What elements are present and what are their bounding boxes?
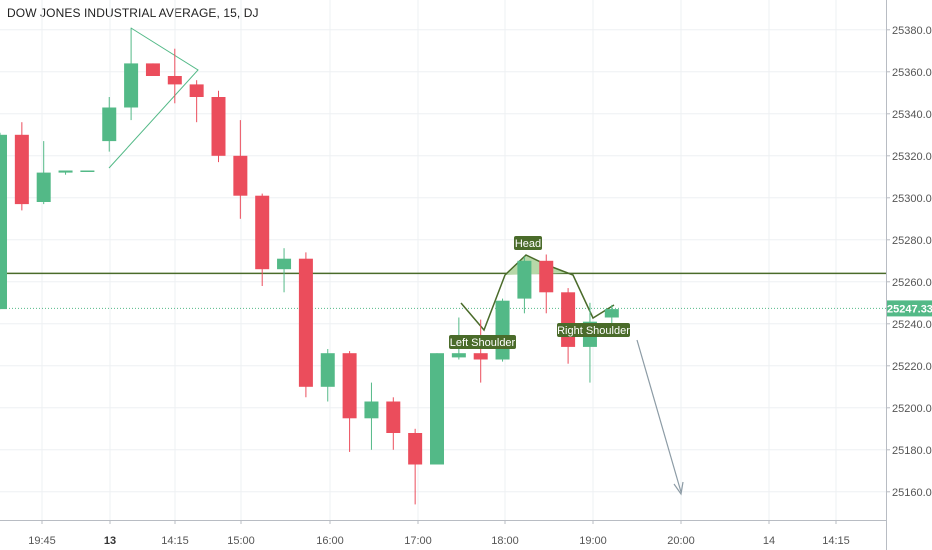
price-tick-label: 25260.00 [892,277,932,289]
candle-body[interactable] [430,353,444,465]
last-price-tag [887,300,932,317]
projection-arrow [636,339,682,493]
price-tick-label: 25180.00 [892,445,932,457]
price-tick-label: 25360.00 [892,67,932,79]
candle-body[interactable] [277,258,292,270]
candle-body[interactable] [145,63,160,76]
annotation-label: Left Shoulder [450,337,516,349]
projection-arrowhead [673,481,684,496]
time-tick-label: 20:00 [667,535,695,547]
candle-body[interactable] [451,353,466,358]
triangle-drawing [108,27,199,169]
candle-body[interactable] [102,107,117,142]
time-tick-label: 14:15 [822,535,850,547]
time-tick-label: 18:00 [491,535,519,547]
annotation-label-box[interactable] [449,335,516,349]
candle-body[interactable] [14,134,29,205]
candle-body[interactable] [342,353,357,419]
price-tick-label: 25220.00 [892,361,932,373]
annotation-label-box[interactable] [514,236,542,250]
candle-body[interactable] [539,260,554,293]
price-tick-label: 25200.00 [892,403,932,415]
candle-body[interactable] [408,433,423,465]
candle-body[interactable] [517,260,532,299]
candle-body[interactable] [473,353,488,360]
time-tick-label: 14 [763,535,775,547]
time-tick-label: 19:45 [28,535,56,547]
candle-body[interactable] [58,170,73,173]
candle-body[interactable] [0,134,7,310]
chart-title: DOW JONES INDUSTRIAL AVERAGE, 15, DJ [7,6,259,20]
candle-body[interactable] [80,170,95,173]
time-tick-label: 14:15 [161,535,189,547]
candle-body[interactable] [298,258,313,387]
time-tick-label: 13 [104,535,116,547]
annotation-label: Head [515,238,541,250]
candle-body[interactable] [386,401,401,434]
candle-body[interactable] [211,97,226,156]
price-tick-label: 25300.00 [892,193,932,205]
price-tick-label: 25280.00 [892,235,932,247]
candle-body[interactable] [233,155,248,196]
price-tick-label: 25320.00 [892,151,932,163]
candle-body[interactable] [167,76,182,85]
candle-body[interactable] [561,292,576,347]
time-tick-label: 16:00 [316,535,344,547]
price-tick-label: 25160.00 [892,487,932,499]
time-tick-label: 17:00 [404,535,432,547]
candle-body[interactable] [320,353,335,387]
candle-body[interactable] [36,172,51,202]
candle-body[interactable] [124,63,139,108]
time-tick-label: 15:00 [227,535,255,547]
candle-body[interactable] [189,84,204,97]
price-tick-label: 25340.00 [892,109,932,121]
candle-body[interactable] [255,195,270,270]
candle-body[interactable] [495,300,510,360]
candle-body[interactable] [364,401,379,419]
time-tick-label: 19:00 [579,535,607,547]
price-tick-label: 25380.00 [892,25,932,37]
price-tick-label: 25240.00 [892,319,932,331]
annotation-label-box[interactable] [557,323,630,337]
annotation-label: Right Shoulder [557,325,630,337]
last-price-label: 25247.33 [887,303,932,315]
candle-body[interactable] [604,309,619,318]
